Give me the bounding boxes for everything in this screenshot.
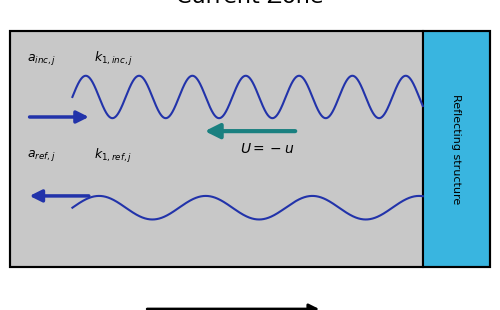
Text: $U=-u$: $U=-u$ [240,142,294,156]
Bar [10,31,423,267]
Bar [423,31,490,267]
Text: Reflecting structure: Reflecting structure [452,94,462,204]
Text: $a_{inc,j}$: $a_{inc,j}$ [27,52,56,67]
Text: $k_{1,inc,j}$: $k_{1,inc,j}$ [94,50,133,68]
Text: Current Zone: Current Zone [176,0,324,7]
Text: $k_{1,ref,j}$: $k_{1,ref,j}$ [94,147,132,165]
Text: $a_{ref,j}$: $a_{ref,j}$ [27,148,56,163]
